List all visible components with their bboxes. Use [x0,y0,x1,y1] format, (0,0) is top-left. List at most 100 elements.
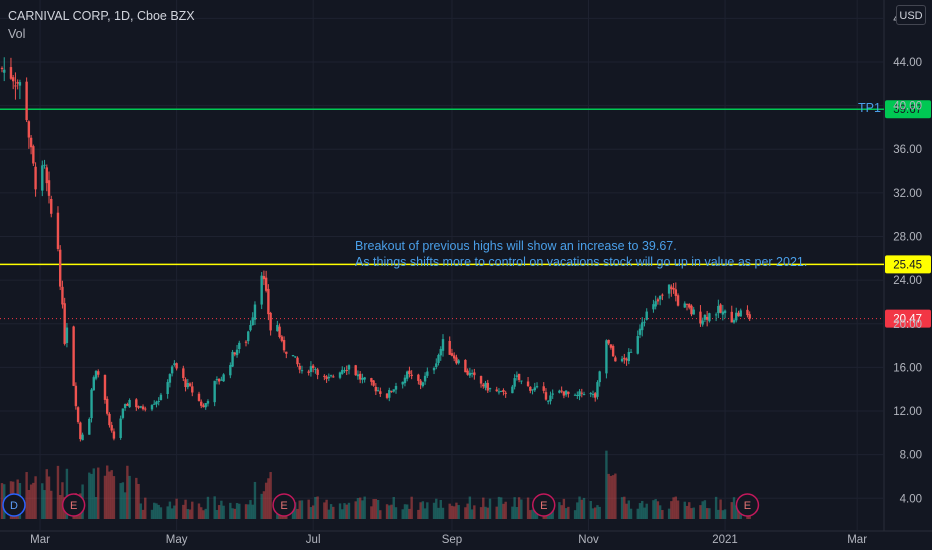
candle-body [504,392,507,394]
annotation-text[interactable]: Breakout of previous highs will show an … [355,238,807,270]
volume-bar [251,504,254,519]
candle-body [542,386,545,391]
volume-bar [667,508,671,519]
candle-body [325,376,328,380]
candle-body [482,384,485,387]
volume-bar [206,496,210,519]
volume-bar [343,503,346,519]
candle-body [269,312,272,331]
volume-bar [168,501,172,519]
price-axis[interactable]: 4.00 8.00 12.00 16.00 20.00 24.00 28.00 32.00 36… [893,13,922,505]
volume-bar [500,497,503,519]
candle-body [594,393,597,398]
annotation-line-1: Breakout of previous highs will show an … [355,239,677,253]
volume-bar [515,507,519,519]
candle-body [549,395,552,402]
candle-body [625,358,628,361]
volume-bar [419,502,422,519]
time-axis[interactable]: Mar May Jul Sep Nov 2021 Mar [30,534,867,546]
volume-bar [620,497,624,519]
candle-body [94,371,98,379]
candle-body [735,312,738,321]
volume-bar [452,506,456,519]
candle-body [450,353,454,356]
volume-label[interactable]: Vol [8,27,26,41]
candle-body [267,288,270,315]
volume-bar [202,510,205,519]
candle-body [121,408,125,418]
candle-body [103,374,107,400]
candle-body [29,137,33,148]
candle-body [403,377,407,384]
volume-bar [126,465,129,519]
volume-bar [394,507,398,519]
candle-body [390,391,393,393]
volume-bar [629,508,633,519]
volume-bar [573,510,577,519]
volume-bar [717,509,720,519]
volume-bar [50,490,53,519]
candle-body [249,324,252,331]
volume-bar [110,470,113,519]
volume-bar [61,482,64,519]
candle-body [692,309,695,315]
candle-body [652,304,655,310]
candle-body [661,294,664,296]
volume-bar [123,492,127,519]
volume-bar [497,496,501,519]
volume-bar [94,497,98,519]
currency-button[interactable]: USD [896,5,926,25]
candle-body [690,305,693,315]
candle-body [719,304,722,313]
volume-bar [170,508,174,519]
candle-body [614,357,617,362]
volume-bar [97,467,100,519]
volume-bar [244,504,248,519]
volume-bar [551,508,554,519]
candle-body [656,299,660,302]
candle-body [439,348,442,356]
candle-body [685,303,689,305]
candle-body [578,391,581,397]
candle-body [220,379,223,381]
candle-body [157,400,160,402]
candle-body [551,393,554,395]
candle-body [535,386,539,388]
candle-body [72,326,75,386]
candlestick-series [0,57,751,442]
candle-body [708,313,711,322]
volume-bar [186,509,190,519]
volume-bar [598,506,601,519]
candle-body [363,377,366,380]
time-tick-label: Jul [306,534,321,546]
volume-bar [27,489,31,519]
marker-letter: E [540,500,547,512]
candle-body [641,322,644,331]
volume-bar [405,504,409,519]
price-tick-label: 20.00 [893,319,922,331]
candle-body [511,386,514,394]
candle-body [155,401,158,405]
candle-body [311,365,315,369]
candle-body [730,311,733,323]
candle-body [285,351,288,354]
volume-bar [213,496,216,519]
volume-bar [106,465,109,519]
candle-body [374,386,378,392]
volume-bar [59,494,62,519]
volume-bar [652,500,655,519]
candle-body [670,286,673,290]
volume-bar [658,505,662,519]
volume-bar [482,497,485,519]
candle-body [513,378,516,387]
candle-body [701,320,704,325]
volume-bar [690,508,693,519]
volume-bar [643,507,646,519]
candle-body [441,339,445,351]
candle-body [222,374,225,382]
candle-body [643,321,646,323]
symbol-title[interactable]: CARNIVAL CORP, 1D, Cboe BZX [8,9,195,23]
candle-body [417,374,420,381]
